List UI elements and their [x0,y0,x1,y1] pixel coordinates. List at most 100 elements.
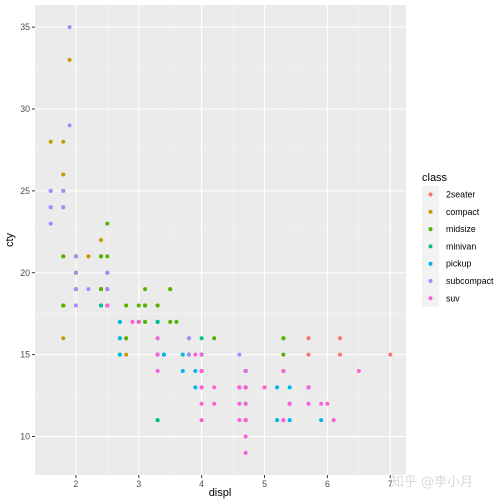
x-tick-label: 7 [388,479,393,489]
legend-marker-suv [428,296,433,301]
x-tick-label: 3 [136,479,141,489]
data-point-pickup [180,352,185,357]
legend-title: class [422,172,448,184]
data-point-midsize [168,319,173,324]
data-point-2seater [306,336,311,341]
data-point-compact [48,139,53,144]
data-point-pickup [117,319,122,324]
x-tick-label: 2 [73,479,78,489]
data-point-suv [193,352,198,357]
x-tick-label: 4 [199,479,204,489]
data-point-2seater [337,352,342,357]
data-point-2seater [337,336,342,341]
data-point-suv [199,385,204,390]
data-point-midsize [281,352,286,357]
data-point-midsize [174,319,179,324]
data-point-suv [331,418,336,423]
y-tick-label: 20 [20,268,30,278]
data-point-midsize [143,319,148,324]
data-points [48,25,393,455]
legend-label-2seater: 2seater [446,190,475,200]
data-point-suv [287,401,292,406]
legend-marker-midsize [428,227,433,232]
legend-label-minivan: minivan [446,241,476,251]
data-point-subcompact [48,221,53,226]
data-point-suv [243,450,248,455]
data-point-suv [237,418,242,423]
data-point-minivan [155,418,160,423]
data-point-subcompact [61,205,66,210]
data-point-suv [281,369,286,374]
data-point-midsize [105,221,110,226]
data-point-suv [243,369,248,374]
data-point-subcompact [73,270,78,275]
grid-lines [35,5,406,475]
data-point-suv [199,401,204,406]
x-axis-title: displ [209,487,232,499]
data-point-midsize [136,303,141,308]
data-point-pickup [193,369,198,374]
legend: class 2seater compact midsize minivan pickup… [422,172,494,307]
data-point-suv [237,385,242,390]
data-point-suv [155,336,160,341]
y-tick-label: 10 [20,432,30,442]
data-point-pickup [275,418,280,423]
legend-marker-subcompact [428,279,433,283]
data-point-suv [356,369,361,374]
data-point-suv [243,385,248,390]
legend-marker-minivan [428,244,433,249]
data-point-suv [212,401,217,406]
data-point-pickup [275,385,280,390]
x-tick-label: 6 [325,479,330,489]
data-point-suv [237,401,242,406]
data-point-midsize [143,287,148,292]
data-point-suv [306,385,311,390]
data-point-midsize [155,303,160,308]
x-tick-label: 5 [262,479,267,489]
legend-marker-pickup [428,261,433,266]
data-point-suv [243,418,248,423]
data-point-midsize [281,336,286,341]
data-point-suv [262,385,267,390]
data-point-subcompact [73,303,78,308]
legend-marker-compact [428,209,433,214]
data-point-suv [243,401,248,406]
data-point-suv [105,303,110,308]
data-point-2seater [388,352,393,357]
legend-label-pickup: pickup [446,259,472,269]
data-point-subcompact [86,287,91,292]
y-tick-label: 35 [20,22,30,32]
data-point-compact [61,336,66,341]
data-point-pickup [319,418,324,423]
data-point-pickup [117,336,122,341]
y-tick-label: 25 [20,186,30,196]
data-point-2seater [306,352,311,357]
data-point-midsize [212,336,217,341]
data-point-suv [199,369,204,374]
y-tick-label: 15 [20,350,30,360]
data-point-subcompact [187,336,192,341]
data-point-minivan [99,303,104,308]
legend-label-subcompact: subcompact [446,276,494,286]
data-point-compact [124,352,129,357]
legend-label-midsize: midsize [446,224,476,234]
data-point-suv [130,319,135,324]
axes: 2 3 4 5 6 7 10 15 20 25 30 35 [20,22,393,489]
data-point-suv [325,401,330,406]
data-point-subcompact [67,25,72,30]
data-point-suv [319,401,324,406]
data-point-compact [61,172,66,177]
data-point-minivan [155,319,160,324]
data-point-suv [199,352,204,357]
data-point-minivan [199,336,204,341]
data-point-midsize [99,287,104,292]
y-tick-label: 30 [20,104,30,114]
data-point-compact [67,57,72,62]
data-point-subcompact [187,352,192,357]
data-point-midsize [105,254,110,259]
data-point-suv [281,418,286,423]
data-point-pickup [193,385,198,390]
data-point-suv [199,418,204,423]
data-point-subcompact [105,270,110,275]
data-point-midsize [143,303,148,308]
